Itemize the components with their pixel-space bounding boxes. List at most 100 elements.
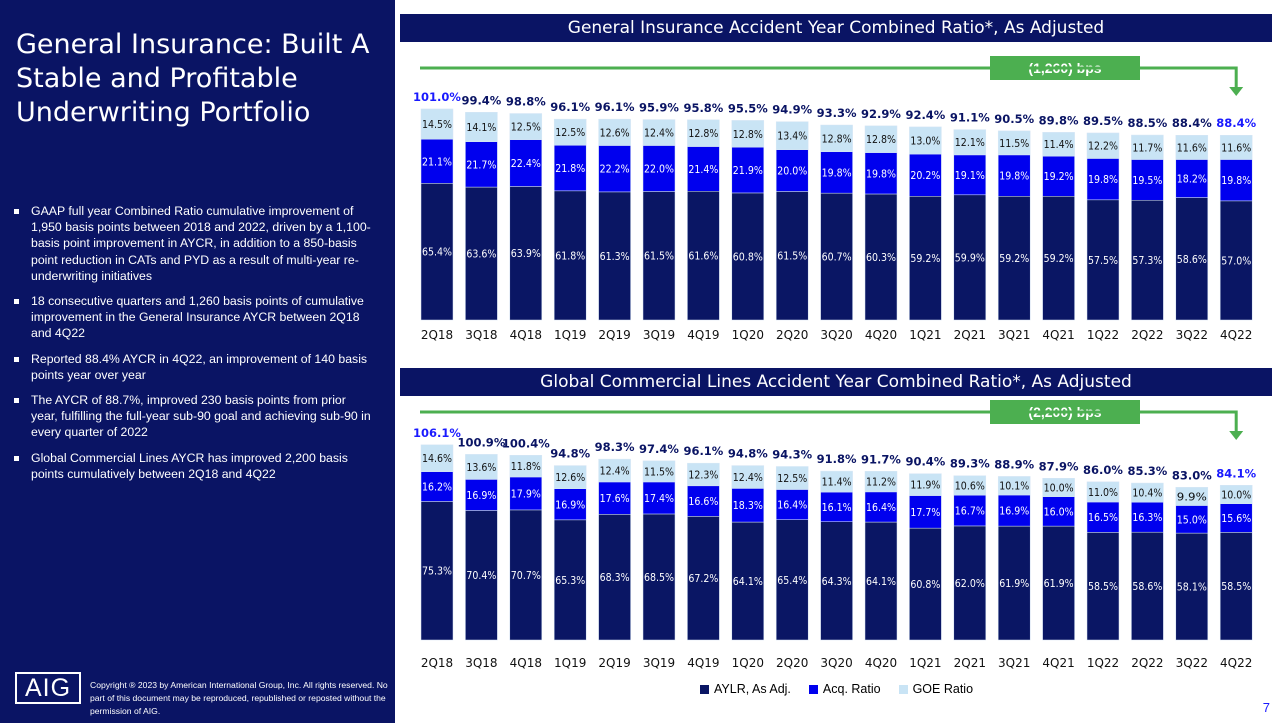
segment-label: 10.6% xyxy=(955,480,985,492)
segment-label: 12.8% xyxy=(822,133,852,145)
segment-label: 16.3% xyxy=(1132,512,1162,524)
segment-label: 11.7% xyxy=(1132,142,1162,154)
segment-label: 63.6% xyxy=(466,249,496,261)
segment-label: 58.5% xyxy=(1088,581,1118,593)
bar-segment-goe xyxy=(465,454,498,480)
x-tick-label: 2Q18 xyxy=(421,656,453,670)
x-tick-label: 3Q22 xyxy=(1176,656,1208,670)
segment-label: 21.4% xyxy=(688,164,718,176)
total-label: 94.3% xyxy=(772,447,812,461)
bar-segment-aylr xyxy=(598,514,631,641)
bar-segment-aylr xyxy=(820,192,853,321)
x-tick-label: 3Q18 xyxy=(465,328,497,342)
bar-segment-goe xyxy=(465,112,498,142)
segment-label: 64.1% xyxy=(866,576,896,588)
segment-label: 20.0% xyxy=(777,166,807,178)
total-label: 94.9% xyxy=(772,103,812,117)
segment-label: 19.2% xyxy=(1044,171,1074,183)
bar-segment-acq xyxy=(420,138,454,184)
x-tick-label: 4Q19 xyxy=(687,328,719,342)
segment-label: 16.9% xyxy=(999,506,1029,518)
bar-segment-goe xyxy=(820,470,853,493)
bar-segment-aylr xyxy=(553,190,587,321)
segment-label: 18.3% xyxy=(733,500,763,512)
bullet-text: Global Commercial Lines AYCR has improve… xyxy=(31,450,348,481)
bar-segment-aylr xyxy=(820,521,853,641)
segment-label: 59.9% xyxy=(955,252,985,264)
bar-segment-goe xyxy=(1219,134,1253,160)
segment-label: 15.0% xyxy=(1177,514,1207,526)
segment-label: 12.3% xyxy=(688,469,718,481)
trend-arrow-line xyxy=(420,66,1238,88)
bar-segment-acq xyxy=(1131,159,1164,201)
segment-label: 18.2% xyxy=(1177,174,1207,186)
bar-segment-acq xyxy=(997,154,1031,197)
segment-label: 59.2% xyxy=(1044,253,1074,265)
trend-arrow-line xyxy=(420,410,1238,432)
segment-label: 16.9% xyxy=(555,499,585,511)
x-tick-label: 3Q20 xyxy=(820,656,852,670)
segment-label: 64.3% xyxy=(822,576,852,588)
bar-segment-goe xyxy=(1175,134,1209,160)
bar-segment-aylr xyxy=(465,510,498,641)
segment-label: 12.8% xyxy=(688,128,718,140)
aig-logo: AIG xyxy=(15,672,81,704)
bar-segment-acq xyxy=(731,488,765,523)
segment-label: 11.5% xyxy=(999,138,1029,150)
bar-segment-goe xyxy=(1131,134,1164,160)
legend-item-acq: Acq. Ratio xyxy=(808,682,881,696)
segment-label: 10.1% xyxy=(999,481,1029,493)
segment-label: 19.8% xyxy=(999,171,1029,183)
segment-label: 58.5% xyxy=(1221,581,1251,593)
total-label: 95.8% xyxy=(683,101,723,115)
segment-label: 58.6% xyxy=(1177,254,1207,266)
legend: AYLR, As Adj. Acq. Ratio GOE Ratio xyxy=(700,682,973,696)
bar-segment-acq xyxy=(1219,159,1253,202)
segment-label: 12.2% xyxy=(1088,141,1118,153)
bullet-text: 18 consecutive quarters and 1,260 basis … xyxy=(31,294,364,341)
bar-segment-goe xyxy=(953,129,987,156)
bullet-item: 18 consecutive quarters and 1,260 basis … xyxy=(14,293,374,342)
bar-segment-aylr xyxy=(598,191,631,321)
segment-label: 61.6% xyxy=(688,251,718,263)
arrow-down-icon xyxy=(1229,87,1244,96)
total-label: 92.9% xyxy=(861,107,901,121)
bar-segment-aylr xyxy=(420,183,454,321)
bar-segment-aylr xyxy=(420,501,454,641)
total-label: 89.5% xyxy=(1083,114,1123,128)
segment-label: 19.8% xyxy=(866,168,896,180)
total-label: 100.4% xyxy=(502,436,550,450)
total-label: 94.8% xyxy=(728,447,768,461)
total-label: 90.4% xyxy=(905,455,945,469)
bar-segment-goe xyxy=(864,125,898,153)
legend-label: AYLR, As Adj. xyxy=(714,682,791,696)
bullet-item: Global Commercial Lines AYCR has improve… xyxy=(14,450,374,482)
bar-segment-acq xyxy=(953,154,987,196)
total-label: 88.9% xyxy=(994,457,1034,471)
segment-label: 22.4% xyxy=(511,158,541,170)
total-label: 89.3% xyxy=(950,457,990,471)
segment-label: 19.8% xyxy=(1221,175,1251,187)
total-label: 95.5% xyxy=(728,101,768,115)
bar-segment-aylr xyxy=(909,196,942,321)
segment-label: 12.6% xyxy=(555,472,585,484)
x-tick-label: 1Q22 xyxy=(1087,328,1119,342)
x-tick-label: 4Q20 xyxy=(865,656,897,670)
x-tick-label: 1Q19 xyxy=(554,656,586,670)
bar-segment-goe xyxy=(1086,481,1120,503)
total-label: 91.8% xyxy=(817,452,857,466)
segment-label: 22.2% xyxy=(600,164,630,176)
total-label: 84.1% xyxy=(1216,466,1256,480)
bar-segment-acq xyxy=(687,146,720,192)
bar-segment-aylr xyxy=(997,525,1031,641)
bullet-icon xyxy=(14,299,19,305)
segment-label: 16.2% xyxy=(422,482,452,494)
bar-segment-goe xyxy=(1219,485,1253,504)
segment-label: 65.4% xyxy=(422,247,452,259)
x-tick-label: 4Q20 xyxy=(865,328,897,342)
segment-label: 11.5% xyxy=(644,466,674,478)
bar-segment-acq xyxy=(1219,503,1253,533)
total-label: 99.4% xyxy=(461,93,501,107)
bullet-text: The AYCR of 88.7%, improved 230 basis po… xyxy=(31,393,371,440)
total-label: 91.1% xyxy=(950,111,990,125)
